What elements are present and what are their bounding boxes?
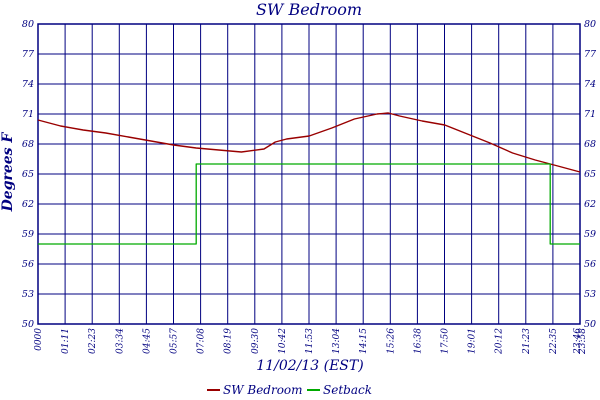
x-axis-ticks: 0000 01:11 02:23 03:34 04:45 05:57 07:08 08:19 0…	[34, 328, 588, 355]
x-tick-label: 15:26	[386, 328, 396, 354]
x-tick-label: 20:12	[495, 328, 505, 355]
x-tick-label: 16:38	[413, 328, 423, 354]
x-tick-label: 08:19	[224, 328, 234, 354]
x-tick-label: 22:35	[549, 328, 559, 355]
y-tick-label-right: 68	[584, 139, 596, 150]
x-tick-label: 19:01	[468, 328, 478, 354]
y-axis-label: Degrees F	[0, 132, 16, 213]
y-tick-label-right: 56	[584, 259, 596, 270]
x-tick-label: 17:50	[441, 328, 451, 354]
y-tick-label-left: 56	[22, 259, 34, 270]
y-tick-label-right: 74	[584, 79, 596, 90]
y-tick-label-left: 50	[22, 319, 34, 330]
y-tick-label-left: 65	[22, 169, 34, 180]
x-tick-label: 02:23	[88, 328, 98, 354]
y-tick-label-right: 53	[584, 289, 596, 300]
y-tick-label-left: 80	[22, 19, 34, 30]
x-tick-label: 21:23	[522, 328, 532, 355]
legend: SW Bedroom Setback	[207, 383, 372, 397]
x-axis-label: 11/02/13 (EST)	[256, 358, 363, 374]
y-tick-label-right: 50	[584, 319, 596, 330]
x-tick-label: 04:45	[142, 328, 152, 354]
y-tick-label-left: 59	[22, 229, 34, 240]
x-tick-label: 05:57	[170, 328, 180, 354]
x-tick-label: 03:34	[115, 328, 125, 354]
x-tick-label: 0000	[34, 328, 44, 351]
y-tick-label-left: 62	[22, 199, 34, 210]
legend-label-setback: Setback	[323, 383, 372, 397]
series-lines	[37, 112, 581, 245]
x-tick-label: 13:04	[332, 328, 342, 354]
x-tick-label: 07:08	[197, 328, 207, 354]
y-tick-label-left: 74	[22, 79, 34, 90]
y-axis-ticks-right: 50 53 56 59 62 65 68 71 74 77 80	[584, 19, 597, 330]
x-tick-label: 23:58	[578, 328, 588, 355]
series-line-setback	[38, 163, 580, 245]
y-tick-label-right: 80	[584, 19, 596, 30]
y-tick-label-left: 68	[22, 139, 34, 150]
x-tick-label: 14:15	[359, 328, 369, 354]
legend-label-sw-bedroom: SW Bedroom	[223, 383, 303, 397]
y-tick-label-right: 62	[584, 199, 596, 210]
x-tick-label: 10:42	[278, 328, 288, 354]
x-tick-label: 09:30	[251, 328, 261, 354]
x-tick-label: 11:53	[305, 328, 315, 354]
y-tick-label-left: 53	[22, 289, 34, 300]
y-tick-label-right: 71	[584, 109, 596, 120]
chart-title: SW Bedroom	[256, 0, 362, 19]
y-tick-label-left: 77	[22, 49, 35, 60]
x-tick-label: 23:46	[573, 328, 583, 355]
y-tick-label-left: 71	[22, 109, 34, 120]
series-line-sw-bedroom	[37, 112, 581, 173]
y-tick-label-right: 59	[584, 229, 596, 240]
y-tick-label-right: 65	[584, 169, 596, 180]
plot-grid	[37, 23, 581, 325]
y-axis-ticks-left: 50 53 56 59 62 65 68 71 74 77 80	[22, 19, 35, 330]
x-tick-label: 01:11	[61, 328, 71, 354]
y-tick-label-right: 77	[584, 49, 597, 60]
